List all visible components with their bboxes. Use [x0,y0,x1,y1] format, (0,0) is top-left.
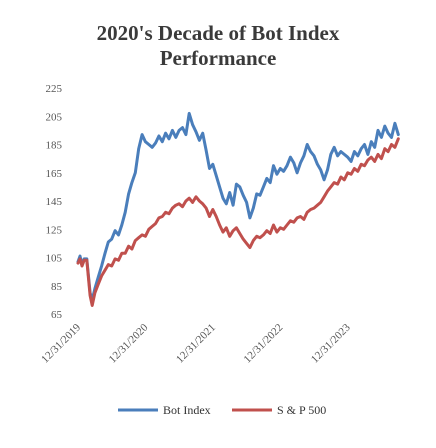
y-tick-label: 125 [46,224,63,236]
plot-area [76,111,400,307]
legend-label: S & P 500 [277,403,326,417]
x-tick-label: 12/31/2021 [174,322,218,366]
x-tick-label: 12/31/2023 [309,321,353,365]
y-tick-label: 85 [51,281,63,293]
y-tick-label: 105 [46,253,63,265]
chart-title-line-1: 2020's Decade of Bot Index [97,21,340,45]
x-tick-label: 12/31/2019 [39,321,83,365]
y-tick-label: 165 [46,168,63,180]
y-axis: 65 85 105 125 145 165 185 205 225 [46,83,63,321]
x-tick-label: 12/31/2022 [241,322,285,366]
legend: Bot Index S & P 500 [118,403,326,417]
series-line-bot-index [76,111,400,302]
x-axis: 12/31/2019 12/31/2020 12/31/2021 12/31/2022… [39,321,353,365]
series-line-sp500 [76,137,400,307]
y-tick-label: 65 [51,309,63,321]
y-tick-label: 145 [46,196,63,208]
y-tick-label: 205 [46,111,63,123]
chart-title-line-2: Performance [160,46,277,70]
x-tick-label: 12/31/2020 [107,321,151,365]
y-tick-label: 225 [46,83,63,95]
legend-label: Bot Index [163,403,211,417]
y-tick-label: 185 [46,140,63,152]
